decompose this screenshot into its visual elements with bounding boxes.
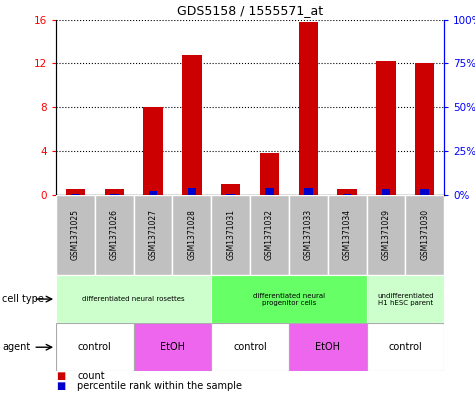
- Bar: [182, 55, 201, 195]
- Text: GSM1371030: GSM1371030: [420, 209, 429, 261]
- Text: undifferentiated
H1 hESC parent: undifferentiated H1 hESC parent: [377, 292, 434, 306]
- Text: GSM1371026: GSM1371026: [110, 209, 119, 260]
- Bar: [172, 195, 211, 275]
- Bar: [328, 195, 367, 275]
- Bar: [56, 323, 133, 371]
- Text: ■: ■: [56, 381, 65, 391]
- Bar: [376, 61, 396, 195]
- Bar: [367, 195, 405, 275]
- Text: GSM1371029: GSM1371029: [381, 209, 390, 260]
- Bar: [367, 275, 444, 323]
- Bar: [415, 63, 435, 195]
- Bar: [133, 323, 211, 371]
- Bar: [143, 107, 163, 195]
- Text: GSM1371033: GSM1371033: [304, 209, 313, 261]
- Text: percentile rank within the sample: percentile rank within the sample: [77, 381, 242, 391]
- Bar: [104, 189, 124, 195]
- Bar: [260, 153, 279, 195]
- Bar: [71, 194, 80, 195]
- Text: count: count: [77, 371, 105, 381]
- Bar: [56, 275, 211, 323]
- Bar: [304, 188, 313, 195]
- Text: GSM1371034: GSM1371034: [342, 209, 352, 261]
- Bar: [211, 275, 367, 323]
- Text: GSM1371031: GSM1371031: [226, 209, 235, 260]
- Bar: [95, 195, 133, 275]
- Bar: [343, 194, 352, 195]
- Bar: [289, 195, 328, 275]
- Bar: [149, 191, 157, 195]
- Bar: [188, 188, 196, 195]
- Bar: [56, 195, 95, 275]
- Bar: [221, 184, 240, 195]
- Bar: [299, 22, 318, 195]
- Text: GSM1371032: GSM1371032: [265, 209, 274, 260]
- Bar: [420, 189, 429, 195]
- Bar: [66, 189, 85, 195]
- Text: differentiated neural
progenitor cells: differentiated neural progenitor cells: [253, 292, 325, 306]
- Text: ■: ■: [56, 371, 65, 381]
- Bar: [381, 189, 390, 195]
- Text: agent: agent: [2, 342, 30, 352]
- Text: GSM1371027: GSM1371027: [149, 209, 158, 260]
- Bar: [337, 189, 357, 195]
- Text: GSM1371025: GSM1371025: [71, 209, 80, 260]
- Text: cell type: cell type: [2, 294, 44, 304]
- Bar: [289, 323, 367, 371]
- Bar: [110, 194, 119, 195]
- Bar: [133, 195, 172, 275]
- Text: control: control: [389, 342, 422, 352]
- Bar: [250, 195, 289, 275]
- Text: EtOH: EtOH: [315, 342, 340, 352]
- Bar: [211, 195, 250, 275]
- Bar: [265, 188, 274, 195]
- Bar: [367, 323, 444, 371]
- Text: GSM1371028: GSM1371028: [187, 209, 196, 260]
- Title: GDS5158 / 1555571_at: GDS5158 / 1555571_at: [177, 4, 323, 17]
- Text: EtOH: EtOH: [160, 342, 185, 352]
- Text: control: control: [233, 342, 267, 352]
- Text: differentiated neural rosettes: differentiated neural rosettes: [82, 296, 185, 302]
- Text: control: control: [78, 342, 112, 352]
- Bar: [405, 195, 444, 275]
- Bar: [226, 194, 235, 195]
- Bar: [211, 323, 289, 371]
